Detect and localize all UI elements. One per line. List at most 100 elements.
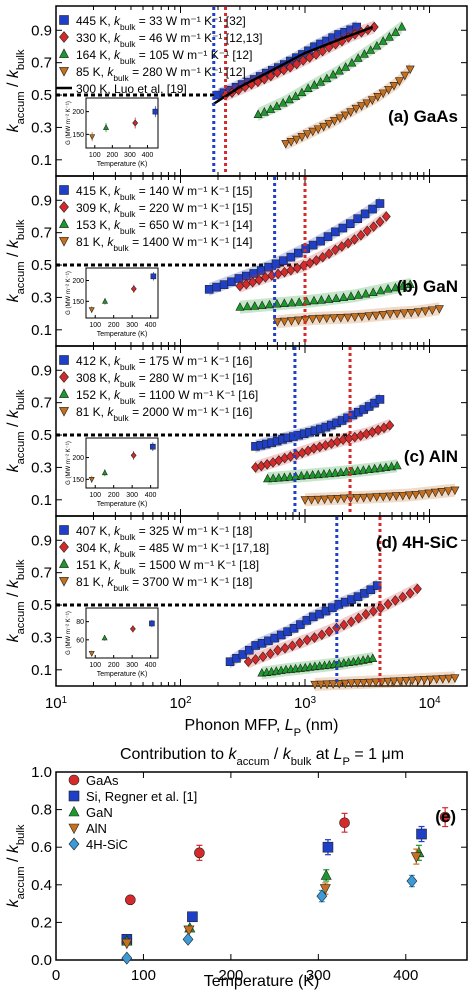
series-3 (300, 483, 460, 507)
data-point (391, 492, 401, 501)
series-3 (272, 302, 444, 329)
data-point (352, 22, 361, 32)
data-point (368, 606, 378, 617)
inset-point (130, 285, 137, 293)
data-point (362, 225, 372, 237)
data-point (325, 468, 335, 478)
x-axis-label: Temperature (K) (204, 973, 320, 990)
x-tick-label: 102 (169, 695, 191, 713)
data-point (373, 93, 383, 102)
series-0 (251, 392, 385, 453)
data-point (336, 467, 346, 476)
y-tick-label: 0.1 (31, 152, 52, 169)
data-point (383, 677, 393, 687)
data-point (385, 492, 395, 502)
data-point (313, 125, 323, 134)
data-point (413, 583, 422, 595)
data-point (324, 626, 334, 637)
legend-marker (68, 823, 80, 835)
data-point (350, 313, 360, 322)
inset-y-tick-label: 200 (72, 278, 84, 285)
data-point (346, 616, 356, 628)
inset-x-tick-label: 200 (108, 662, 120, 669)
series-0 (225, 579, 382, 669)
data-point (313, 495, 323, 505)
y-tick-label: 0.1 (31, 492, 52, 509)
inset-x-label: Temperature (K) (97, 501, 148, 508)
legend-marker (59, 67, 69, 77)
data-point (292, 135, 302, 145)
data-point (302, 634, 312, 646)
y-tick-label: 0.3 (31, 629, 52, 646)
data-point (194, 847, 205, 859)
series-0 (125, 807, 451, 906)
data-point (372, 40, 382, 50)
inset-y-tick-label: 80 (76, 619, 84, 626)
inset-x-label: Temperature (K) (97, 331, 148, 338)
x-tick-label: 200 (218, 967, 243, 984)
data-point (420, 307, 430, 317)
x-tick-label: 103 (294, 695, 316, 713)
series-0 (204, 197, 385, 296)
data-point (366, 45, 376, 54)
data-point (316, 77, 326, 86)
inset-x-label: Temperature (K) (97, 671, 148, 678)
data-point (253, 109, 263, 118)
data-point (257, 300, 267, 309)
data-point (385, 310, 395, 319)
legend-label: 330 K, kbulk = 46 W m⁻¹ K⁻¹ [12,13] (76, 31, 262, 49)
data-point (341, 62, 351, 71)
data-point (398, 281, 408, 290)
y-tick-label: 0.6 (31, 839, 52, 856)
data-point (361, 288, 371, 298)
chart-title: Contribution to kaccum / kbulk at LP = 1… (120, 746, 404, 768)
legend-marker (59, 237, 69, 247)
data-point (365, 678, 375, 688)
x-tick-label: 400 (393, 967, 418, 984)
data-point (316, 295, 326, 304)
inset-point (103, 124, 110, 130)
data-point (357, 102, 367, 111)
x-tick-label: 0 (52, 967, 60, 984)
data-point (383, 598, 393, 610)
data-point (258, 651, 268, 663)
data-point (279, 317, 289, 327)
inset-y-tick-label: 200 (72, 455, 84, 462)
data-point (368, 204, 377, 214)
series-2 (257, 652, 378, 680)
data-point (443, 487, 453, 496)
data-point (298, 55, 308, 66)
inset-y-label: G (MW m⁻² K⁻¹) (66, 611, 72, 655)
data-point (251, 654, 260, 665)
y-tick-label: 0.7 (31, 565, 52, 582)
inset-point (101, 634, 108, 641)
inset-point (88, 651, 95, 657)
data-point (378, 492, 388, 502)
data-point (353, 679, 362, 688)
inset-x-tick-label: 300 (126, 662, 138, 669)
data-point (318, 251, 328, 263)
data-point (389, 81, 399, 91)
data-point (444, 674, 454, 684)
data-point (212, 282, 221, 292)
data-point (317, 629, 327, 641)
inset-y-tick-label: 60 (76, 637, 84, 644)
data-point (353, 53, 363, 62)
inset-point (88, 477, 95, 483)
series-band (277, 302, 440, 329)
data-point (356, 229, 366, 241)
data-point (305, 52, 315, 63)
data-point (343, 237, 353, 249)
data-point (398, 591, 408, 603)
data-point (308, 315, 318, 324)
data-point (311, 255, 321, 266)
data-point (308, 127, 318, 137)
data-point (293, 248, 303, 258)
data-point (338, 223, 348, 233)
data-point (353, 290, 363, 299)
y-tick-label: 0.7 (31, 395, 52, 412)
legend-marker (59, 201, 69, 213)
data-point (322, 680, 332, 690)
data-point (281, 140, 291, 149)
